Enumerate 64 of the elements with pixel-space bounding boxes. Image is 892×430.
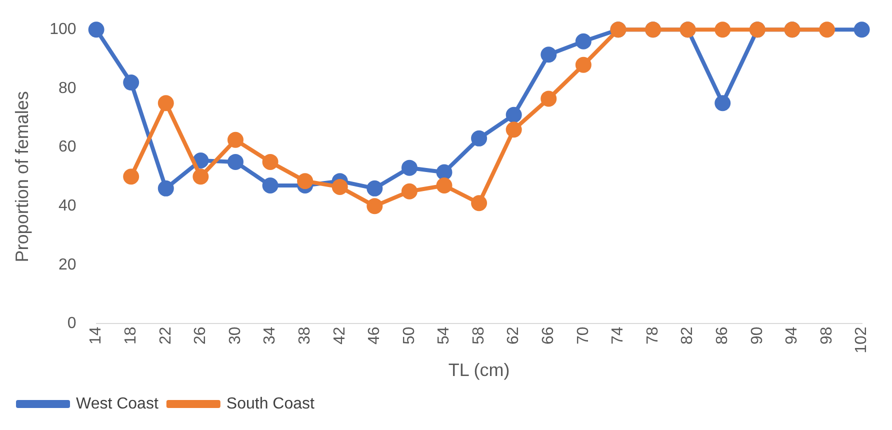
x-tick-label: 34 xyxy=(262,326,279,344)
x-tick-label: 82 xyxy=(679,326,696,344)
legend-label: West Coast xyxy=(76,395,159,412)
x-tick-label: 62 xyxy=(505,326,522,344)
point xyxy=(123,168,140,185)
point xyxy=(471,195,488,212)
point xyxy=(506,122,522,138)
point xyxy=(227,154,244,170)
point xyxy=(366,180,383,196)
point xyxy=(88,22,104,38)
x-tick-label: 66 xyxy=(540,326,558,344)
point xyxy=(123,74,140,91)
point xyxy=(227,132,244,148)
y-tick-label: 40 xyxy=(58,197,76,214)
point xyxy=(714,22,731,38)
point xyxy=(540,90,557,107)
x-tick-label: 74 xyxy=(610,326,627,344)
point xyxy=(192,168,209,185)
x-tick-label: 46 xyxy=(366,326,384,344)
point xyxy=(262,154,278,170)
point xyxy=(540,46,557,63)
y-tick-label: 60 xyxy=(58,138,76,156)
x-tick-label: 86 xyxy=(714,326,732,344)
point xyxy=(297,173,314,190)
legend-label: South Coast xyxy=(226,395,316,412)
x-tick-label: 26 xyxy=(192,326,210,344)
point xyxy=(401,160,418,176)
x-tick-label: 98 xyxy=(818,326,836,344)
point xyxy=(575,33,592,50)
y-tick-label: 80 xyxy=(58,80,76,97)
x-tick-label: 42 xyxy=(331,326,348,344)
x-tick-label: 38 xyxy=(296,326,314,344)
x-tick-label: 94 xyxy=(784,326,801,344)
y-tick-label: 0 xyxy=(67,315,76,332)
point xyxy=(506,106,522,123)
y-tick-label: 20 xyxy=(58,256,76,274)
point xyxy=(262,177,278,194)
y-axis-title: Proportion of females xyxy=(12,91,32,262)
x-tick-label: 22 xyxy=(157,326,174,344)
point xyxy=(366,198,383,214)
y-tick-label: 100 xyxy=(50,21,76,38)
point xyxy=(158,95,174,112)
x-tick-label: 18 xyxy=(122,326,140,344)
x-axis-title: TL (cm) xyxy=(448,360,510,380)
x-tick-label: 54 xyxy=(436,326,453,344)
point xyxy=(819,22,836,38)
x-tick-label: 58 xyxy=(470,326,488,344)
x-tick-label: 50 xyxy=(400,326,418,344)
point xyxy=(854,22,870,38)
point xyxy=(575,56,592,73)
point xyxy=(401,183,418,200)
x-tick-label: 70 xyxy=(574,326,592,344)
point xyxy=(436,164,452,180)
point xyxy=(714,95,731,112)
point xyxy=(158,180,174,196)
point xyxy=(436,177,452,194)
x-tick-label: 30 xyxy=(226,326,244,344)
point xyxy=(332,178,348,195)
point xyxy=(471,130,488,146)
x-tick-label: 102 xyxy=(853,326,870,354)
x-tick-label: 14 xyxy=(88,326,105,344)
x-tick-label: 78 xyxy=(644,326,662,344)
point xyxy=(192,152,209,168)
x-tick-label: 90 xyxy=(748,326,766,344)
